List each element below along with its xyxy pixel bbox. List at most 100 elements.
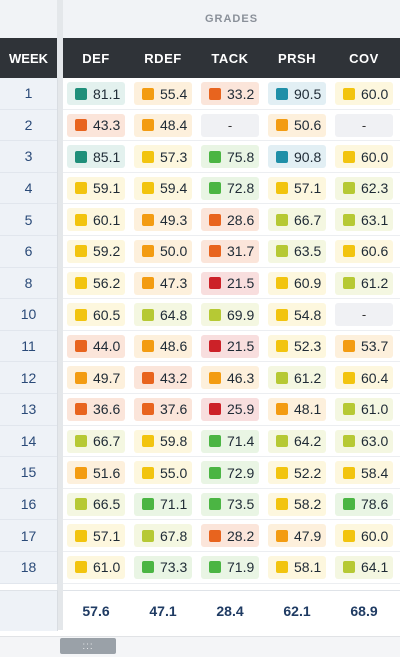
grade-color-swatch	[142, 466, 154, 479]
grade-cell-cov: 63.0	[335, 429, 393, 453]
table-row[interactable]: 49.7 43.2 46.3 61.2 60.4	[63, 362, 400, 394]
grade-value: 64.8	[160, 306, 188, 323]
grade-value: 72.8	[227, 180, 255, 197]
grade-color-swatch	[75, 498, 87, 511]
grade-color-swatch	[142, 529, 154, 542]
grade-cell-tack: 71.9	[201, 555, 259, 579]
grade-color-swatch	[276, 529, 288, 542]
grade-cell-def: 85.1	[67, 145, 125, 169]
week-cell: 4	[0, 173, 57, 205]
grade-cell-prsh: 63.5	[268, 239, 326, 263]
grade-cell-rdef: 59.8	[134, 429, 192, 453]
grade-value: 50.6	[294, 117, 322, 134]
grade-cell-tack: 72.9	[201, 461, 259, 485]
grade-value: 28.2	[227, 527, 255, 544]
grade-color-swatch	[209, 308, 221, 321]
totals-spacer	[0, 590, 58, 631]
table-row[interactable]: 43.3 48.4 - 50.6 -	[63, 110, 400, 142]
table-row[interactable]: 51.6 55.0 72.9 52.2 58.4	[63, 457, 400, 489]
week-cell: 12	[0, 362, 57, 394]
table-row[interactable]: 60.5 64.8 69.9 54.8 -	[63, 299, 400, 331]
grade-value-empty: -	[361, 307, 367, 323]
grade-color-swatch	[75, 529, 87, 542]
column-header-def[interactable]: DEF	[82, 50, 110, 66]
grade-value: 28.6	[227, 211, 255, 228]
grade-value: 61.0	[361, 401, 389, 418]
grade-value: 61.0	[93, 559, 121, 576]
grade-value: 81.1	[93, 85, 121, 102]
grade-value-empty: -	[361, 117, 367, 133]
grade-value: 57.1	[294, 180, 322, 197]
grade-value: 61.2	[294, 369, 322, 386]
column-header-cov[interactable]: COV	[349, 50, 379, 66]
grade-color-swatch	[343, 277, 355, 290]
grade-value: 55.0	[160, 464, 188, 481]
grade-value: 71.4	[227, 433, 255, 450]
table-row[interactable]: 59.1 59.4 72.8 57.1 62.3	[63, 173, 400, 205]
grade-value: 51.6	[93, 464, 121, 481]
week-column-header[interactable]: WEEK	[0, 38, 58, 78]
table-row[interactable]: 36.6 37.6 25.9 48.1 61.0	[63, 394, 400, 426]
grade-color-swatch	[343, 466, 355, 479]
table-row[interactable]: 44.0 48.6 21.5 52.3 53.7	[63, 331, 400, 363]
grade-cell-rdef: 48.6	[134, 334, 192, 358]
grade-value: 78.6	[361, 496, 389, 513]
grade-color-swatch	[209, 529, 221, 542]
table-row[interactable]: 66.7 59.8 71.4 64.2 63.0	[63, 426, 400, 458]
week-cell: 10	[0, 299, 57, 331]
grade-cell-def: 59.2	[67, 239, 125, 263]
grade-value: 61.2	[361, 275, 389, 292]
grade-value: 67.8	[160, 527, 188, 544]
grade-color-swatch	[75, 182, 87, 195]
grade-value: 60.0	[361, 85, 389, 102]
grade-value: 60.9	[294, 275, 322, 292]
grade-cell-def: 49.7	[67, 366, 125, 390]
week-cell: 11	[0, 331, 57, 363]
grade-value: 73.5	[227, 496, 255, 513]
grade-color-swatch	[75, 435, 87, 448]
grade-color-swatch	[209, 498, 221, 511]
grade-color-swatch	[142, 371, 154, 384]
table-row[interactable]: 60.1 49.3 28.6 66.7 63.1	[63, 204, 400, 236]
grade-color-swatch	[343, 561, 355, 574]
column-header-tack[interactable]: TACK	[211, 50, 249, 66]
grade-cell-def: 44.0	[67, 334, 125, 358]
horizontal-scrollbar-thumb[interactable]: :::	[60, 638, 116, 654]
grade-value: 90.8	[294, 148, 322, 165]
table-row[interactable]: 57.1 67.8 28.2 47.9 60.0	[63, 520, 400, 552]
table-row[interactable]: 61.0 73.3 71.9 58.1 64.1	[63, 552, 400, 584]
totals-row: 57.6 47.1 28.4 62.1 68.9	[63, 590, 400, 631]
table-row[interactable]: 85.1 57.3 75.8 90.8 60.0	[63, 141, 400, 173]
grade-value: 85.1	[93, 148, 121, 165]
grade-value: 69.9	[227, 306, 255, 323]
grade-value: 66.5	[93, 496, 121, 513]
grade-cell-tack: 73.5	[201, 492, 259, 516]
grade-cell-prsh: 50.6	[268, 113, 326, 137]
grade-color-swatch	[142, 150, 154, 163]
grade-cell-rdef: 57.3	[134, 145, 192, 169]
grade-color-swatch	[276, 466, 288, 479]
table-row[interactable]: 59.2 50.0 31.7 63.5 60.6	[63, 236, 400, 268]
grade-cell-rdef: 49.3	[134, 208, 192, 232]
grade-color-swatch	[343, 150, 355, 163]
grade-value: 43.3	[93, 117, 121, 134]
grade-cell-def: 59.1	[67, 176, 125, 200]
grade-color-swatch	[75, 245, 87, 258]
week-cell: 3	[0, 141, 57, 173]
grade-value-empty: -	[227, 117, 233, 133]
grade-color-swatch	[142, 245, 154, 258]
grade-value: 49.3	[160, 211, 188, 228]
table-row[interactable]: 56.2 47.3 21.5 60.9 61.2	[63, 268, 400, 300]
table-row[interactable]: 81.1 55.4 33.2 90.5 60.0	[63, 78, 400, 110]
grade-cell-prsh: 61.2	[268, 366, 326, 390]
column-header-rdef[interactable]: RDEF	[144, 50, 182, 66]
grade-value: 52.3	[294, 338, 322, 355]
table-row[interactable]: 66.5 71.1 73.5 58.2 78.6	[63, 489, 400, 521]
grade-color-swatch	[276, 245, 288, 258]
column-header-prsh[interactable]: PRSH	[277, 50, 317, 66]
grade-color-swatch	[276, 308, 288, 321]
grade-color-swatch	[343, 182, 355, 195]
grade-cell-def: 57.1	[67, 524, 125, 548]
grade-value: 63.5	[294, 243, 322, 260]
